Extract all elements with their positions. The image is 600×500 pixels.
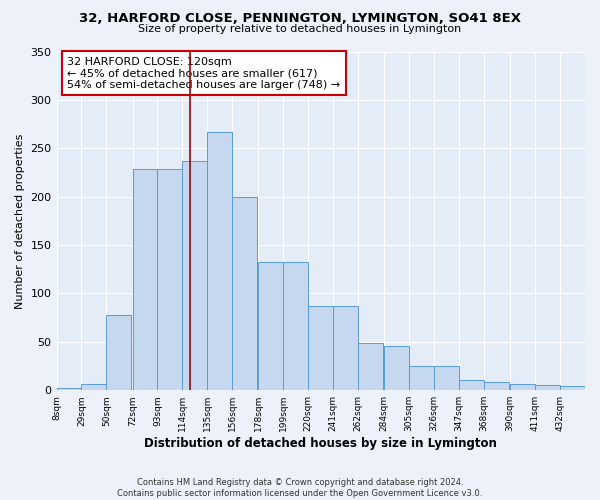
Bar bbox=[283, 262, 308, 390]
X-axis label: Distribution of detached houses by size in Lymington: Distribution of detached houses by size … bbox=[145, 437, 497, 450]
Bar bbox=[510, 384, 535, 390]
Bar bbox=[308, 306, 333, 390]
Bar bbox=[82, 384, 106, 390]
Text: 32, HARFORD CLOSE, PENNINGTON, LYMINGTON, SO41 8EX: 32, HARFORD CLOSE, PENNINGTON, LYMINGTON… bbox=[79, 12, 521, 26]
Bar bbox=[157, 168, 182, 390]
Bar bbox=[259, 262, 283, 390]
Bar bbox=[358, 343, 383, 390]
Bar bbox=[106, 314, 131, 390]
Bar bbox=[459, 380, 484, 390]
Bar bbox=[56, 388, 81, 390]
Bar bbox=[434, 366, 459, 390]
Bar bbox=[133, 168, 157, 390]
Bar bbox=[535, 386, 560, 390]
Y-axis label: Number of detached properties: Number of detached properties bbox=[15, 133, 25, 308]
Bar bbox=[182, 161, 207, 390]
Text: Contains HM Land Registry data © Crown copyright and database right 2024.
Contai: Contains HM Land Registry data © Crown c… bbox=[118, 478, 482, 498]
Bar bbox=[560, 386, 584, 390]
Bar bbox=[385, 346, 409, 390]
Bar bbox=[232, 196, 257, 390]
Bar bbox=[333, 306, 358, 390]
Text: 32 HARFORD CLOSE: 120sqm
← 45% of detached houses are smaller (617)
54% of semi-: 32 HARFORD CLOSE: 120sqm ← 45% of detach… bbox=[67, 56, 340, 90]
Text: Size of property relative to detached houses in Lymington: Size of property relative to detached ho… bbox=[139, 24, 461, 34]
Bar bbox=[409, 366, 434, 390]
Bar bbox=[484, 382, 509, 390]
Bar bbox=[208, 132, 232, 390]
